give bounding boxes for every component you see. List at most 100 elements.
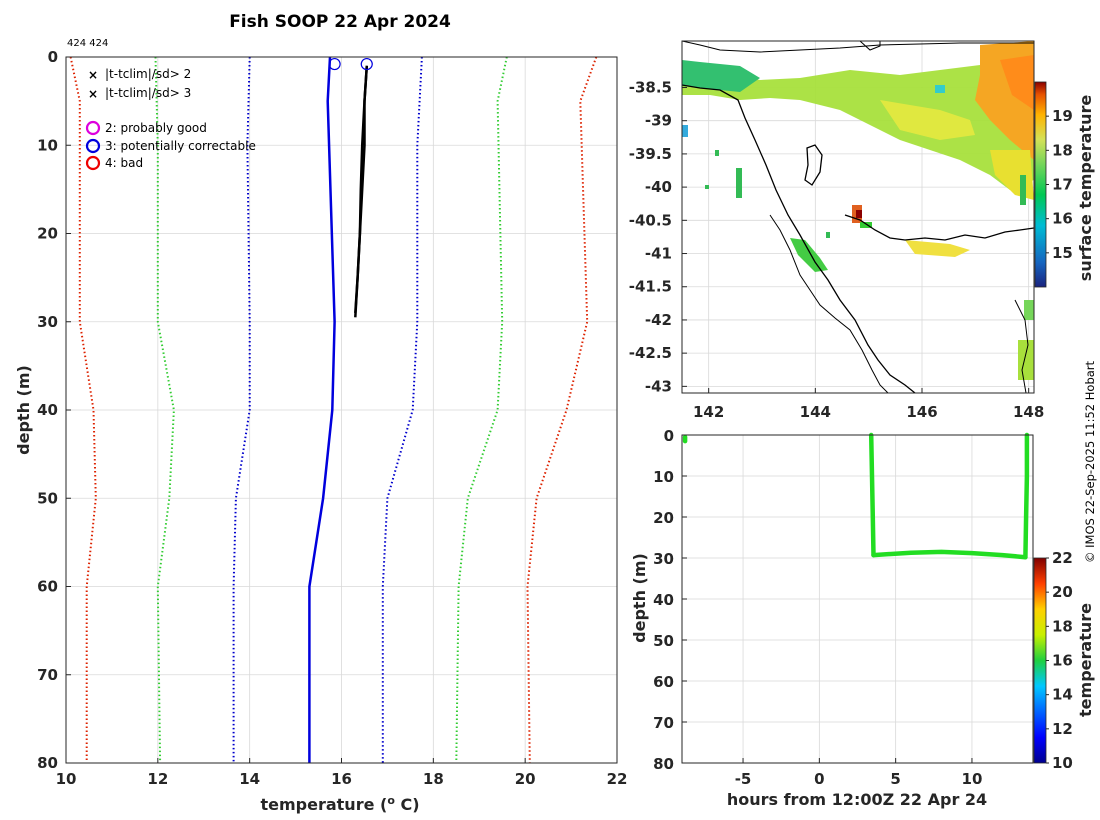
temperature-colorbar-label: temperature <box>1076 603 1095 717</box>
time-depth-y-tick-label: 60 <box>653 673 674 691</box>
profile-series-line <box>232 56 251 763</box>
map-y-ticks: -38.5 -39 -39.5 -40 -40.5 -41 -41.5 -42 -42.5 -43 <box>629 78 687 395</box>
profile-y-tick-label: 50 <box>37 489 58 507</box>
temperature-colorbar-tick-label: 20 <box>1052 583 1073 601</box>
time-depth-y-ticks: 0 10 20 30 40 50 60 70 80 <box>653 427 687 773</box>
profile-flag-markers <box>328 57 373 71</box>
sst-map-panel: 142 144 146 148 -38.5 -39 -39.5 -40 -40.5 -41 -41… <box>629 40 1095 421</box>
profile-series-line <box>69 56 97 763</box>
map-y-tick-label: -40.5 <box>629 211 672 229</box>
map-y-tick-label: -41.5 <box>629 278 672 296</box>
time-depth-points <box>682 432 1030 560</box>
legend-marker-circle <box>85 155 101 171</box>
profile-x-tick-label: 12 <box>147 770 168 788</box>
map-x-tick-label: 146 <box>906 403 937 421</box>
temperature-colorbar-tick-label: 10 <box>1052 754 1073 772</box>
time-depth-x-tick-label: 0 <box>814 770 824 788</box>
profile-x-tick-label: 18 <box>423 770 444 788</box>
profile-series-line <box>154 56 175 764</box>
profile-grid <box>65 56 618 764</box>
profile-legend: × |t-tclim|/sd> 2 × |t-tclim|/sd> 3 2: proba… <box>85 67 256 171</box>
profile-flag-marker <box>360 57 373 71</box>
profile-panel: Fish SOOP 22 Apr 2024 424 424 10 12 14 16 18… <box>14 12 627 814</box>
profile-series-line <box>308 56 336 763</box>
time-depth-trace <box>871 549 1028 560</box>
profile-y-ticks: 0 10 20 30 40 50 60 70 80 <box>37 48 71 772</box>
time-depth-trace <box>1023 432 1030 560</box>
sst-colorbar <box>1034 81 1047 288</box>
map-y-tick-label: -43 <box>645 377 672 395</box>
sst-colorbar-label: surface temperature <box>1076 95 1095 282</box>
time-depth-grid <box>682 434 1033 764</box>
sst-colorbar-tick-label: 19 <box>1052 107 1073 125</box>
map-x-tick-label: 148 <box>1013 403 1044 421</box>
temperature-colorbar-tick-label: 14 <box>1052 686 1073 704</box>
profile-series-line <box>455 56 508 764</box>
legend-entry-label: 3: potentially correctable <box>105 139 256 153</box>
profile-id-label: 424 424 <box>67 38 108 49</box>
time-depth-y-tick-label: 10 <box>653 468 674 486</box>
time-depth-x-ticks: -5 0 5 10 <box>735 758 983 788</box>
temperature-colorbar-tick-label: 18 <box>1052 617 1073 635</box>
profile-x-tick-label: 22 <box>607 770 628 788</box>
profile-x-tick-label: 20 <box>515 770 536 788</box>
map-y-tick-label: -38.5 <box>629 78 672 96</box>
profile-series-line <box>526 56 598 764</box>
sst-colorbar-tick-label: 15 <box>1052 244 1073 262</box>
time-depth-x-tick-label: 10 <box>962 770 983 788</box>
profile-x-axis-label: temperature (o C) <box>260 794 419 814</box>
profile-y-tick-label: 70 <box>37 666 58 684</box>
imos-credit: © IMOS 22-Sep-2025 11:52 Hobart <box>1083 360 1097 563</box>
profile-y-tick-label: 60 <box>37 578 58 596</box>
sst-colorbar-tick-label: 16 <box>1052 210 1073 228</box>
profile-flag-marker <box>328 57 341 71</box>
profile-y-tick-label: 20 <box>37 225 58 243</box>
map-y-tick-label: -42.5 <box>629 344 672 362</box>
time-depth-y-tick-label: 40 <box>653 591 674 609</box>
sst-colorbar-tick-label: 17 <box>1052 176 1073 194</box>
temperature-colorbar-tick-label: 16 <box>1052 652 1073 670</box>
legend-marker-x: × <box>88 68 98 82</box>
map-y-tick-label: -41 <box>645 245 672 263</box>
map-y-tick-label: -40 <box>645 178 672 196</box>
time-depth-y-tick-label: 70 <box>653 714 674 732</box>
temperature-colorbar-tick-label: 22 <box>1052 549 1073 567</box>
legend-entry-label: 2: probably good <box>105 121 207 135</box>
temperature-colorbar <box>1033 557 1047 764</box>
sst-field <box>682 41 1034 380</box>
legend-entry-label: |t-tclim|/sd> 2 <box>105 67 191 81</box>
time-depth-y-tick-label: 0 <box>664 427 674 445</box>
map-y-tick-label: -39 <box>645 112 672 130</box>
legend-marker-circle <box>85 120 101 136</box>
profile-x-ticks: 10 12 14 16 18 20 22 <box>56 758 628 788</box>
profile-y-tick-label: 80 <box>37 754 58 772</box>
legend-marker-x: × <box>88 87 98 101</box>
sst-colorbar-tick-label: 18 <box>1052 141 1073 159</box>
profile-x-tick-label: 10 <box>56 770 77 788</box>
profile-y-axis-label: depth (m) <box>14 365 33 455</box>
map-frame <box>681 40 1035 394</box>
map-x-ticks: 142 144 146 148 <box>693 388 1044 421</box>
temperature-colorbar-tick-label: 12 <box>1052 720 1073 738</box>
coastline <box>682 41 1034 393</box>
time-depth-y-tick-label: 50 <box>653 632 674 650</box>
time-depth-x-tick-label: -5 <box>735 770 752 788</box>
profile-x-tick-label: 14 <box>239 770 260 788</box>
time-depth-y-tick-label: 30 <box>653 550 674 568</box>
legend-entry-label: 4: bad <box>105 156 143 170</box>
time-depth-trace <box>868 432 876 558</box>
time-depth-x-axis-label: hours from 12:00Z 22 Apr 24 <box>727 790 987 809</box>
profile-series-line <box>354 65 369 318</box>
time-depth-y-axis-label: depth (m) <box>630 553 649 643</box>
map-y-tick-label: -39.5 <box>629 145 672 163</box>
profile-y-tick-label: 40 <box>37 401 58 419</box>
map-y-tick-label: -42 <box>645 311 672 329</box>
sst-colorbar-ticks: 15 16 17 18 19 <box>1046 107 1073 262</box>
time-depth-y-tick-label: 80 <box>653 755 674 773</box>
map-x-tick-label: 144 <box>800 403 831 421</box>
profile-y-tick-label: 0 <box>48 48 58 66</box>
profile-series <box>69 56 598 764</box>
profile-x-tick-label: 16 <box>331 770 352 788</box>
map-x-tick-label: 142 <box>693 403 724 421</box>
